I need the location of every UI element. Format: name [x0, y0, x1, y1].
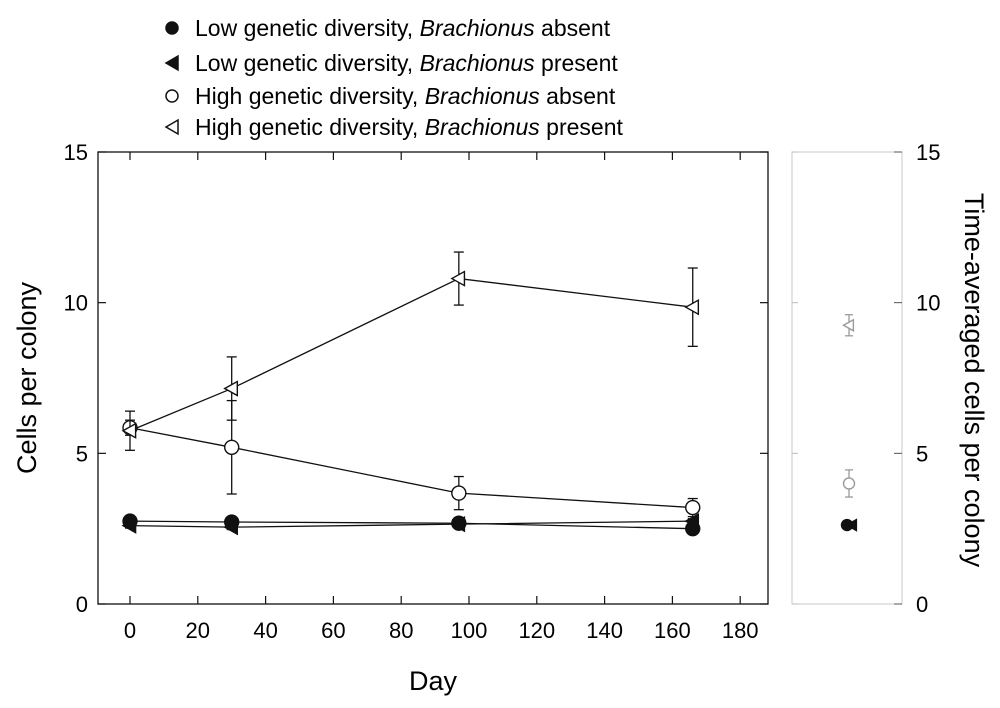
series-line	[129, 520, 693, 528]
x-tick-label: 20	[186, 618, 210, 643]
legend-item: Low genetic diversity, Brachionus presen…	[164, 50, 618, 76]
data-point-triangle-marker	[684, 512, 700, 530]
x-tick-label: 140	[586, 618, 623, 643]
series	[121, 251, 700, 451]
data-point-triangle-marker	[121, 422, 137, 439]
x-tick-label: 100	[451, 618, 488, 643]
y-tick-label: 5	[76, 441, 88, 466]
legend-item: High genetic diversity, Brachionus absen…	[165, 83, 616, 109]
data-point-circle-marker	[451, 485, 467, 501]
data-point-circle-marker	[223, 439, 240, 456]
data-point-triangle-marker	[684, 298, 700, 316]
y-tick-label: 0	[76, 592, 88, 617]
series	[121, 512, 700, 536]
inset-plot-frame	[791, 151, 903, 605]
main-plot-frame	[97, 151, 769, 605]
inset-axis-ticks: 0 5 10 15	[792, 140, 940, 617]
x-tick-label: 160	[654, 618, 691, 643]
legend: Low genetic diversity, Brachionus absent…	[164, 15, 623, 140]
series-line	[129, 520, 693, 530]
data-point-triangle-marker	[223, 380, 239, 397]
inset-y-axis-title: Time-averaged cells per colony	[959, 193, 989, 568]
legend-marker-filled-triangle	[164, 54, 179, 72]
inset-y-tick-label: 10	[916, 291, 940, 316]
data-point-circle-marker	[685, 499, 701, 516]
inset-y-tick-label: 15	[916, 140, 940, 165]
inset-y-tick-label: 5	[916, 441, 928, 466]
legend-marker-filled-circle	[165, 21, 179, 35]
legend-marker-open-circle	[165, 89, 179, 103]
series-line	[129, 277, 693, 432]
data-point-triangle-marker	[450, 515, 466, 533]
inset-data-points	[840, 314, 858, 532]
legend-item: Low genetic diversity, Brachionus absent	[165, 15, 611, 41]
inset-data-point-triangle-marker	[845, 518, 858, 532]
main-data-series	[121, 251, 701, 537]
series-line	[129, 427, 693, 509]
data-point-triangle-marker	[121, 517, 137, 534]
inset-point	[845, 518, 858, 532]
y-tick-label: 15	[64, 140, 88, 165]
y-axis-title: Cells per colony	[12, 281, 42, 474]
inset-data-point-circle-marker	[842, 477, 856, 490]
legend-label: High genetic diversity, Brachionus absen…	[195, 83, 616, 109]
legend-label: High genetic diversity, Brachionus prese…	[195, 114, 623, 140]
y-tick-label: 10	[64, 291, 88, 316]
inset-point	[842, 469, 856, 498]
x-tick-label: 180	[722, 618, 759, 643]
series	[122, 399, 701, 518]
data-point-triangle-marker	[450, 270, 466, 287]
x-axis-title: Day	[409, 666, 458, 696]
x-tick-label: 0	[124, 618, 136, 643]
inset-y-tick-label: 0	[916, 592, 928, 617]
inset-point	[842, 314, 855, 337]
x-tick-label: 40	[253, 618, 277, 643]
data-point-triangle-marker	[223, 518, 239, 536]
main-axis-ticks: 0 5 10 15 0 20 40 60 80 100 120 140 160 180	[64, 140, 768, 643]
x-tick-label: 80	[389, 618, 413, 643]
x-tick-label: 60	[321, 618, 345, 643]
legend-item: High genetic diversity, Brachionus prese…	[164, 114, 623, 140]
legend-marker-open-triangle	[164, 118, 179, 136]
inset-data-point-triangle-marker	[842, 318, 855, 332]
legend-label: Low genetic diversity, Brachionus absent	[195, 15, 611, 41]
legend-label: Low genetic diversity, Brachionus presen…	[195, 50, 618, 76]
x-tick-label: 120	[518, 618, 555, 643]
